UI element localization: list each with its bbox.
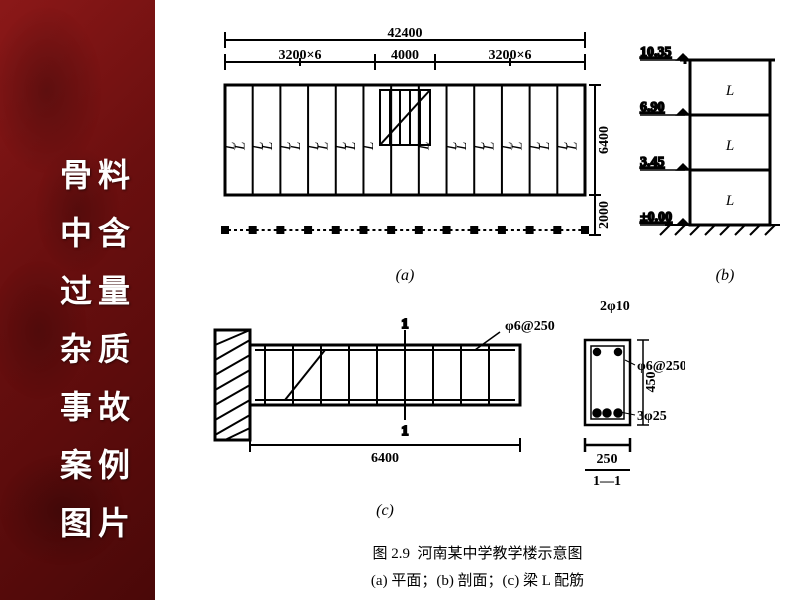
dim-depth2: 450 — [644, 372, 659, 393]
svg-text:L: L — [260, 142, 276, 151]
dim-left: 3200×6 — [279, 48, 322, 63]
beam-label: (c) — [376, 502, 394, 519]
top-bar: 2φ10 — [600, 300, 630, 314]
sect-lbl: 1—1 — [593, 474, 621, 489]
svg-text:1: 1 — [402, 424, 409, 439]
svg-text:L: L — [315, 142, 331, 151]
beam-diagram: 1 1 6400 φ6@250 250 450 2φ10 φ6@250 3φ25… — [205, 300, 685, 530]
dim-stirrup1: φ6@250 — [505, 319, 555, 334]
svg-text:L: L — [454, 142, 470, 151]
svg-text:L: L — [288, 142, 304, 151]
svg-text:L: L — [482, 142, 498, 151]
dim-depth: 6400 — [597, 126, 612, 154]
fig-title: 河南某中学教学楼示意图 — [418, 546, 583, 562]
dim-mid: 4000 — [391, 48, 419, 63]
beam-l-1: L — [725, 83, 734, 99]
plan-label: (a) — [396, 267, 415, 284]
svg-text:L: L — [343, 142, 359, 151]
svg-text:L: L — [537, 142, 553, 151]
figure-caption: 图 2.9 河南某中学教学楼示意图 (a) 平面；(b) 剖面；(c) 梁 L … — [155, 542, 800, 590]
svg-text:3.45: 3.45 — [640, 155, 665, 170]
svg-text:6.90: 6.90 — [640, 100, 665, 115]
dim-right: 3200×6 — [489, 48, 532, 63]
dim-offset: 2000 — [597, 201, 612, 229]
beam-l-2: L — [725, 138, 734, 154]
diagram-area: 42400 3200×6 4000 3200×6 LLLLLLLLLLLLLLL… — [155, 0, 800, 600]
svg-text:L: L — [565, 142, 581, 151]
svg-text:10.35: 10.35 — [640, 45, 672, 60]
section-diagram: 10.35 6.90 3.45 ±0.00 L L L (b) — [625, 20, 785, 290]
svg-text:1: 1 — [402, 317, 409, 332]
plan-diagram: 42400 3200×6 4000 3200×6 LLLLLLLLLLLLLLL… — [195, 20, 615, 290]
title-column: 骨料中含过量杂质事故案例图片 — [60, 150, 130, 556]
dim-span: 6400 — [371, 451, 399, 466]
svg-text:L: L — [232, 142, 248, 151]
svg-text:L: L — [509, 142, 525, 151]
fig-num: 图 2.9 — [372, 546, 410, 562]
beam-l-3: L — [725, 193, 734, 209]
section-label: (b) — [716, 267, 735, 284]
stirrup2: φ6@250 — [637, 359, 685, 374]
bot-bar: 3φ25 — [637, 409, 667, 424]
dim-width: 250 — [597, 452, 618, 467]
fig-sub: (a) 平面；(b) 剖面；(c) 梁 L 配筋 — [155, 569, 800, 590]
svg-text:±0.00: ±0.00 — [640, 210, 672, 225]
dim-total: 42400 — [388, 26, 423, 41]
svg-text:L: L — [361, 142, 377, 151]
